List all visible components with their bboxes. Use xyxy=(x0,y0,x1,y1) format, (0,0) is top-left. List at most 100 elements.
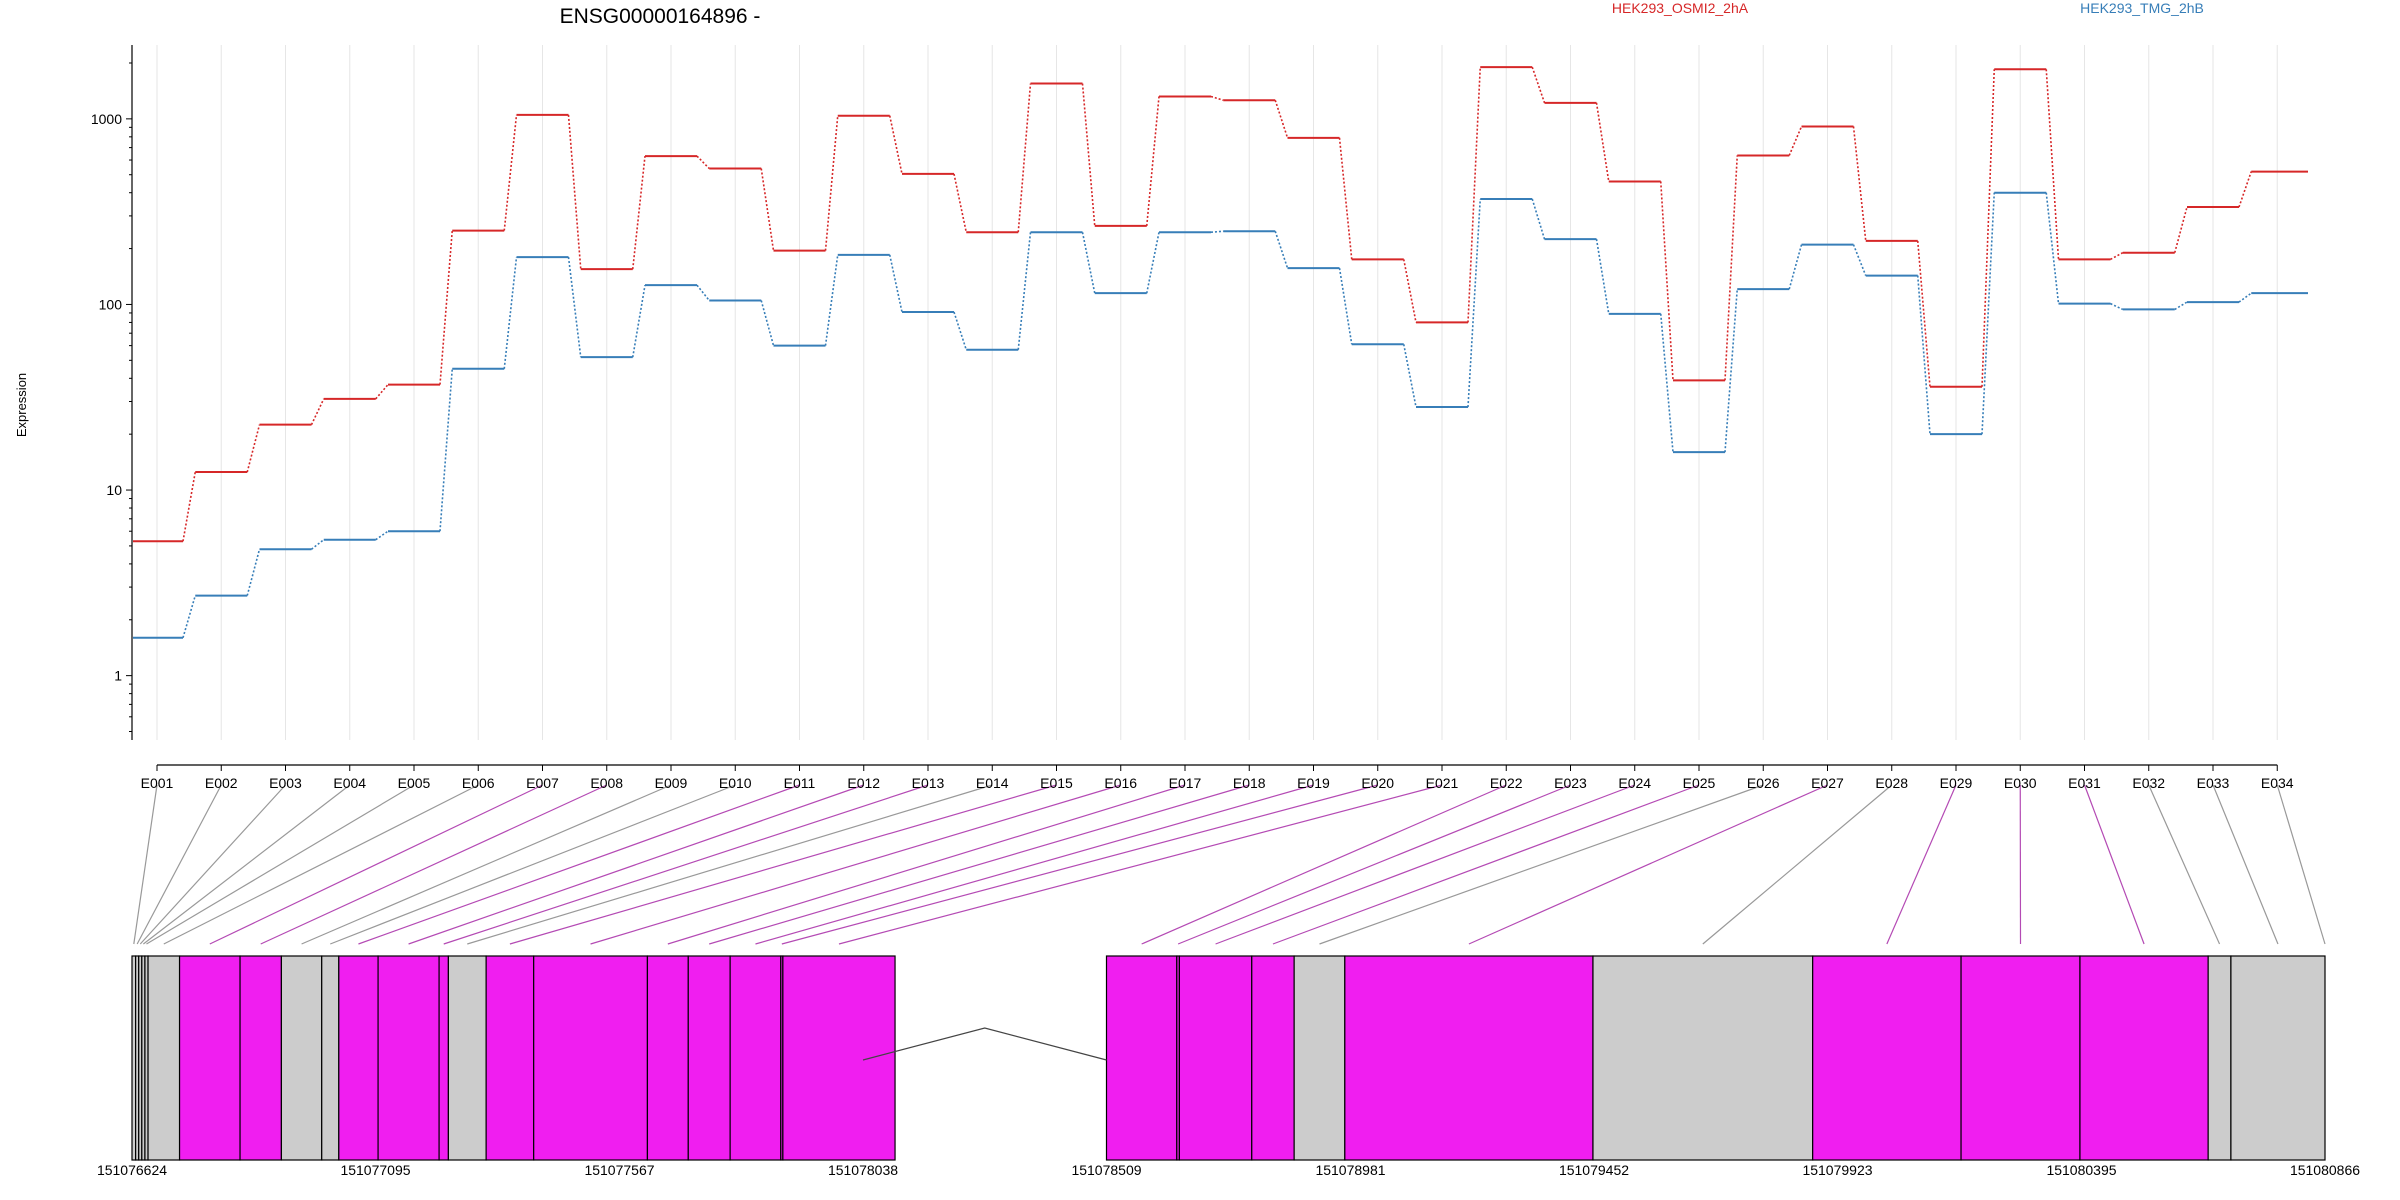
series-connector xyxy=(2174,301,2188,311)
series-connector xyxy=(760,168,775,251)
exon-connector-E025 xyxy=(1272,784,1700,945)
series-connector xyxy=(1081,232,1096,294)
series-connector xyxy=(888,115,903,175)
exon-block-E028 xyxy=(1592,955,1814,1161)
x-tick-label: E030 xyxy=(2004,775,2037,791)
exon-connector-E020 xyxy=(781,784,1378,945)
series-connector xyxy=(2110,252,2124,261)
exon-connector-E028 xyxy=(1702,784,1893,945)
x-tick-label: E012 xyxy=(847,775,880,791)
series-connector xyxy=(311,539,325,550)
series-connector xyxy=(1274,99,1289,139)
axes: E001 E002 E003 E004 E005 E006 E007 E008 E009 E010… xyxy=(91,45,2294,791)
vertical-grid-lines xyxy=(156,45,2278,740)
series-connector xyxy=(2045,69,2060,260)
series-connector xyxy=(1981,69,1996,387)
x-tick-label: E027 xyxy=(1811,775,1844,791)
series-connector xyxy=(1402,344,1417,408)
exon-block-E025 xyxy=(1251,955,1295,1161)
exon-block-E027 xyxy=(1344,955,1594,1161)
y-tick-label: 10 xyxy=(106,482,122,498)
series-connector xyxy=(1081,83,1096,226)
series-connector xyxy=(2173,206,2188,253)
exon-connector-E023 xyxy=(1177,784,1571,945)
series-connector xyxy=(888,254,903,313)
series-connector xyxy=(439,368,454,532)
exon-connector-E008 xyxy=(260,784,608,945)
exon-block-E031 xyxy=(2079,955,2209,1161)
series-2 xyxy=(133,191,2308,639)
x-tick-label: E013 xyxy=(912,775,945,791)
exon-block-E033 xyxy=(2230,955,2326,1161)
exon-connector-E024 xyxy=(1215,784,1635,945)
y-tick-label: 1 xyxy=(114,668,122,684)
x-tick-label: E008 xyxy=(590,775,623,791)
series-connector xyxy=(631,156,646,270)
x-tick-label: E021 xyxy=(1426,775,1459,791)
series-connector xyxy=(182,595,197,638)
x-tick-label: E018 xyxy=(1233,775,1266,791)
exon-connector-E016 xyxy=(590,784,1121,945)
exon-connector-E017 xyxy=(667,784,1186,945)
x-tick-label: E022 xyxy=(1490,775,1523,791)
exon-connector-E034 xyxy=(2276,784,2326,945)
x-tick-label: E014 xyxy=(976,775,1009,791)
series-connector xyxy=(1852,126,1867,241)
x-tick-label: E023 xyxy=(1554,775,1587,791)
y-tick-label: 100 xyxy=(99,296,123,312)
series-connector xyxy=(1981,192,1996,435)
series-connector xyxy=(1659,313,1674,453)
series-connector xyxy=(1402,259,1417,323)
exon-block-E007 xyxy=(178,955,241,1161)
series-connector xyxy=(824,254,839,346)
x-tick-label: E016 xyxy=(1104,775,1137,791)
series-connector xyxy=(1338,267,1353,345)
exon-block-E010 xyxy=(321,955,340,1161)
series-connector xyxy=(953,311,968,351)
exon-connector-E022 xyxy=(1141,784,1507,945)
series-connector xyxy=(439,230,454,385)
exon-block-E015 xyxy=(485,955,535,1161)
coordinate-label: 151076624 xyxy=(97,1162,167,1178)
exon-block-E019 xyxy=(729,955,782,1161)
exon-connector-E026 xyxy=(1319,784,1764,945)
exon-connector-E033 xyxy=(2212,784,2279,945)
series-connector xyxy=(631,285,646,358)
x-tick-label: E026 xyxy=(1747,775,1780,791)
exon-block-E006 xyxy=(147,955,181,1161)
coordinate-label: 151077567 xyxy=(584,1162,654,1178)
series-connector xyxy=(567,114,582,270)
coordinate-label: 151079923 xyxy=(1802,1162,1872,1178)
exon-connector-E013 xyxy=(443,784,929,945)
series-connector xyxy=(760,300,775,346)
series-connector xyxy=(1210,95,1224,101)
series-connector xyxy=(503,114,518,231)
series-connector xyxy=(1916,275,1931,435)
series-connector xyxy=(1788,244,1803,290)
x-tick-label: E010 xyxy=(719,775,752,791)
series-connector xyxy=(1017,83,1032,233)
series-connector xyxy=(1274,230,1289,269)
series-connector xyxy=(1467,198,1482,408)
exon-connector-E014 xyxy=(467,784,993,945)
exon-connector-E019 xyxy=(755,784,1314,945)
series-connector xyxy=(2238,171,2253,208)
exon-block-E013 xyxy=(438,955,449,1161)
series-connector xyxy=(1531,66,1546,104)
series-connector xyxy=(1788,126,1803,156)
series-connector xyxy=(1595,238,1610,314)
series-connector xyxy=(2045,192,2060,304)
series-connector xyxy=(824,115,839,251)
exon-connector-E018 xyxy=(709,784,1250,945)
series-connector xyxy=(375,384,389,400)
exon-connector-E001 xyxy=(133,784,158,945)
x-tick-label: E028 xyxy=(1875,775,1908,791)
exon-connector-E003 xyxy=(139,784,286,945)
gene-model: 151076624 151077095 151077567 151078038 1510… xyxy=(97,955,2360,1178)
chart-title: ENSG00000164896 - xyxy=(560,5,761,28)
series-connector xyxy=(696,155,710,170)
series-connector xyxy=(375,530,389,541)
series-connector xyxy=(567,256,582,358)
series-connector xyxy=(1852,244,1867,276)
x-tick-label: E029 xyxy=(1940,775,1973,791)
